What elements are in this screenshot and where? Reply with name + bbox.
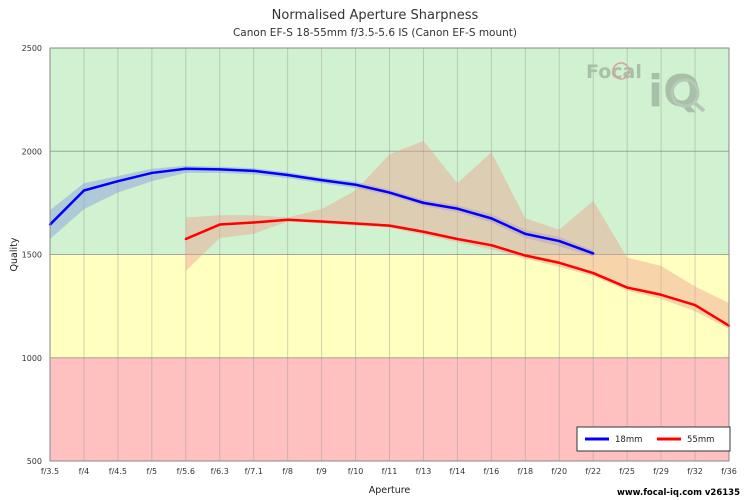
point-55mm bbox=[524, 254, 527, 257]
point-18mm bbox=[116, 179, 120, 183]
x-tick-label: f/13 bbox=[416, 467, 432, 476]
plot-frame bbox=[49, 47, 730, 462]
point-18mm bbox=[524, 232, 527, 236]
x-axis-label: Aperture bbox=[369, 485, 411, 496]
x-tick-label: f/16 bbox=[483, 467, 499, 476]
point-18mm bbox=[218, 168, 221, 171]
point-18mm bbox=[286, 173, 289, 177]
y-axis-label: Quality bbox=[9, 237, 20, 271]
logo-lens-handle bbox=[693, 101, 706, 113]
point-18mm bbox=[354, 183, 357, 186]
point-55mm bbox=[592, 271, 595, 275]
x-tick-label: f/29 bbox=[653, 467, 669, 476]
point-18mm bbox=[388, 191, 391, 194]
point-55mm bbox=[218, 223, 221, 226]
legend-label-55mm: 55mm bbox=[687, 435, 714, 445]
point-55mm bbox=[422, 230, 425, 233]
x-tick-label: f/10 bbox=[348, 467, 364, 476]
point-18mm bbox=[82, 189, 86, 192]
point-55mm bbox=[184, 237, 187, 241]
point-55mm bbox=[558, 261, 561, 264]
x-tick-label: f/14 bbox=[450, 467, 466, 476]
x-tick-label: f/4.5 bbox=[109, 467, 127, 476]
point-55mm bbox=[490, 244, 493, 247]
x-tick-label: f/25 bbox=[619, 467, 635, 476]
logo-text-bottom: iQ bbox=[648, 66, 701, 117]
point-18mm bbox=[320, 178, 323, 182]
chart-subtitle: Canon EF-S 18-55mm f/3.5-5.6 IS (Canon E… bbox=[232, 27, 518, 39]
y-tick-label: 1000 bbox=[22, 354, 42, 363]
point-18mm bbox=[252, 169, 255, 173]
point-55mm bbox=[659, 293, 663, 296]
y-tick-label: 500 bbox=[27, 457, 42, 466]
x-tick-label: f/8 bbox=[282, 467, 293, 476]
x-tick-label: f/9 bbox=[316, 467, 327, 476]
point-18mm bbox=[592, 252, 595, 255]
x-tick-label: f/4 bbox=[79, 467, 90, 476]
chart-title: Normalised Aperture Sharpness bbox=[271, 8, 479, 23]
x-tick-label: f/18 bbox=[517, 467, 533, 476]
point-55mm bbox=[354, 222, 357, 225]
y-tick-label: 2500 bbox=[22, 44, 42, 53]
focal-iq-logo: Focal iQ bbox=[586, 61, 706, 117]
x-tick-label: f/11 bbox=[382, 467, 398, 476]
point-18mm bbox=[490, 217, 493, 220]
x-tick-label: f/20 bbox=[551, 467, 567, 476]
band-55mm bbox=[185, 140, 730, 329]
legend-label-18mm: 18mm bbox=[615, 435, 642, 445]
point-18mm bbox=[456, 207, 459, 210]
y-tick-label: 1500 bbox=[22, 251, 42, 260]
logo-lens-icon bbox=[670, 78, 700, 108]
point-55mm bbox=[252, 221, 255, 224]
x-tick-label: f/5 bbox=[147, 467, 158, 476]
y-tick-label: 2000 bbox=[22, 147, 42, 156]
point-18mm bbox=[558, 239, 561, 243]
point-55mm bbox=[286, 218, 289, 222]
x-tick-label: f/6.3 bbox=[211, 467, 229, 476]
credit-text: www.focal-iq.com v26135 bbox=[616, 488, 740, 498]
point-55mm bbox=[456, 237, 459, 241]
point-18mm bbox=[150, 171, 154, 175]
x-tick-label: f/5.6 bbox=[177, 467, 195, 476]
x-tick-label: f/7.1 bbox=[245, 467, 263, 476]
point-55mm bbox=[625, 286, 629, 289]
x-tick-label: f/32 bbox=[687, 467, 703, 476]
point-55mm bbox=[320, 220, 323, 223]
point-55mm bbox=[388, 224, 391, 227]
logo-ring bbox=[612, 62, 630, 80]
x-tick-label: f/3.5 bbox=[41, 467, 59, 476]
point-18mm bbox=[184, 167, 187, 171]
logo-text-top: Focal bbox=[586, 61, 642, 83]
x-tick-label: f/36 bbox=[721, 467, 737, 476]
x-tick-label: f/22 bbox=[585, 467, 601, 476]
point-18mm bbox=[422, 201, 425, 205]
quality-zone-1 bbox=[50, 254, 729, 358]
point-55mm bbox=[693, 303, 697, 307]
